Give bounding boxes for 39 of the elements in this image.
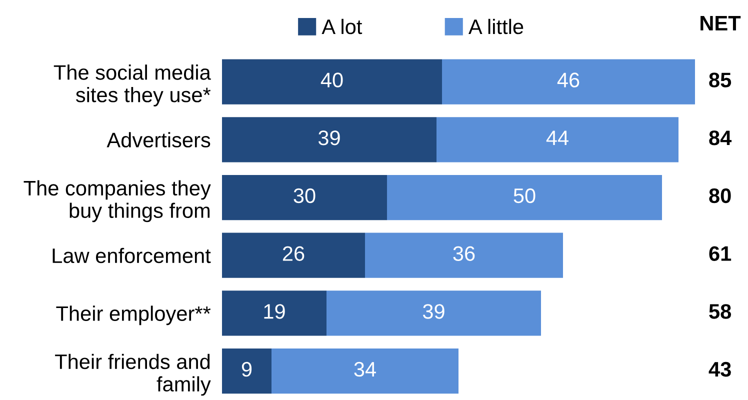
y-tick-label: Law enforcement xyxy=(52,248,211,264)
text: 80 xyxy=(709,188,731,204)
data-label: 36 xyxy=(453,246,475,261)
bar xyxy=(326,290,541,336)
y-tick-label: Their employer** xyxy=(56,306,211,326)
bar xyxy=(387,174,662,220)
data-label: 50 xyxy=(514,188,536,204)
legend-label: A little xyxy=(468,18,524,34)
bar xyxy=(442,59,695,104)
data-label: 44 xyxy=(546,130,568,146)
data-label: 30 xyxy=(294,188,316,204)
text: 61 xyxy=(709,246,732,261)
text: 58 xyxy=(709,304,732,319)
bar xyxy=(222,117,436,162)
data-label: 9 xyxy=(242,362,252,377)
y-tick-label: Advertisers xyxy=(106,132,210,148)
data-label: 19 xyxy=(264,304,285,319)
y-tick-label: The social media sites they use* xyxy=(54,64,211,106)
bar xyxy=(272,348,458,394)
data-label: 39 xyxy=(422,304,444,319)
data-label: 39 xyxy=(318,130,340,146)
data-label: 26 xyxy=(282,246,304,261)
bar xyxy=(222,290,326,336)
bar xyxy=(365,232,563,278)
y-tick-label: Their friends and family xyxy=(55,354,211,396)
bar xyxy=(436,117,678,162)
data-label: 46 xyxy=(557,72,580,88)
bar xyxy=(222,174,387,220)
data-label: 40 xyxy=(320,72,343,88)
y-tick-label: The companies they buy things from xyxy=(24,180,211,222)
text: 43 xyxy=(708,362,731,377)
bar xyxy=(222,59,442,104)
text: 84 xyxy=(709,130,732,146)
bar xyxy=(222,232,365,278)
text: 85 xyxy=(709,72,732,88)
legend-label: A lot xyxy=(322,18,362,34)
data-label: 34 xyxy=(354,362,376,377)
bar xyxy=(222,348,272,394)
text: NET xyxy=(700,16,741,30)
